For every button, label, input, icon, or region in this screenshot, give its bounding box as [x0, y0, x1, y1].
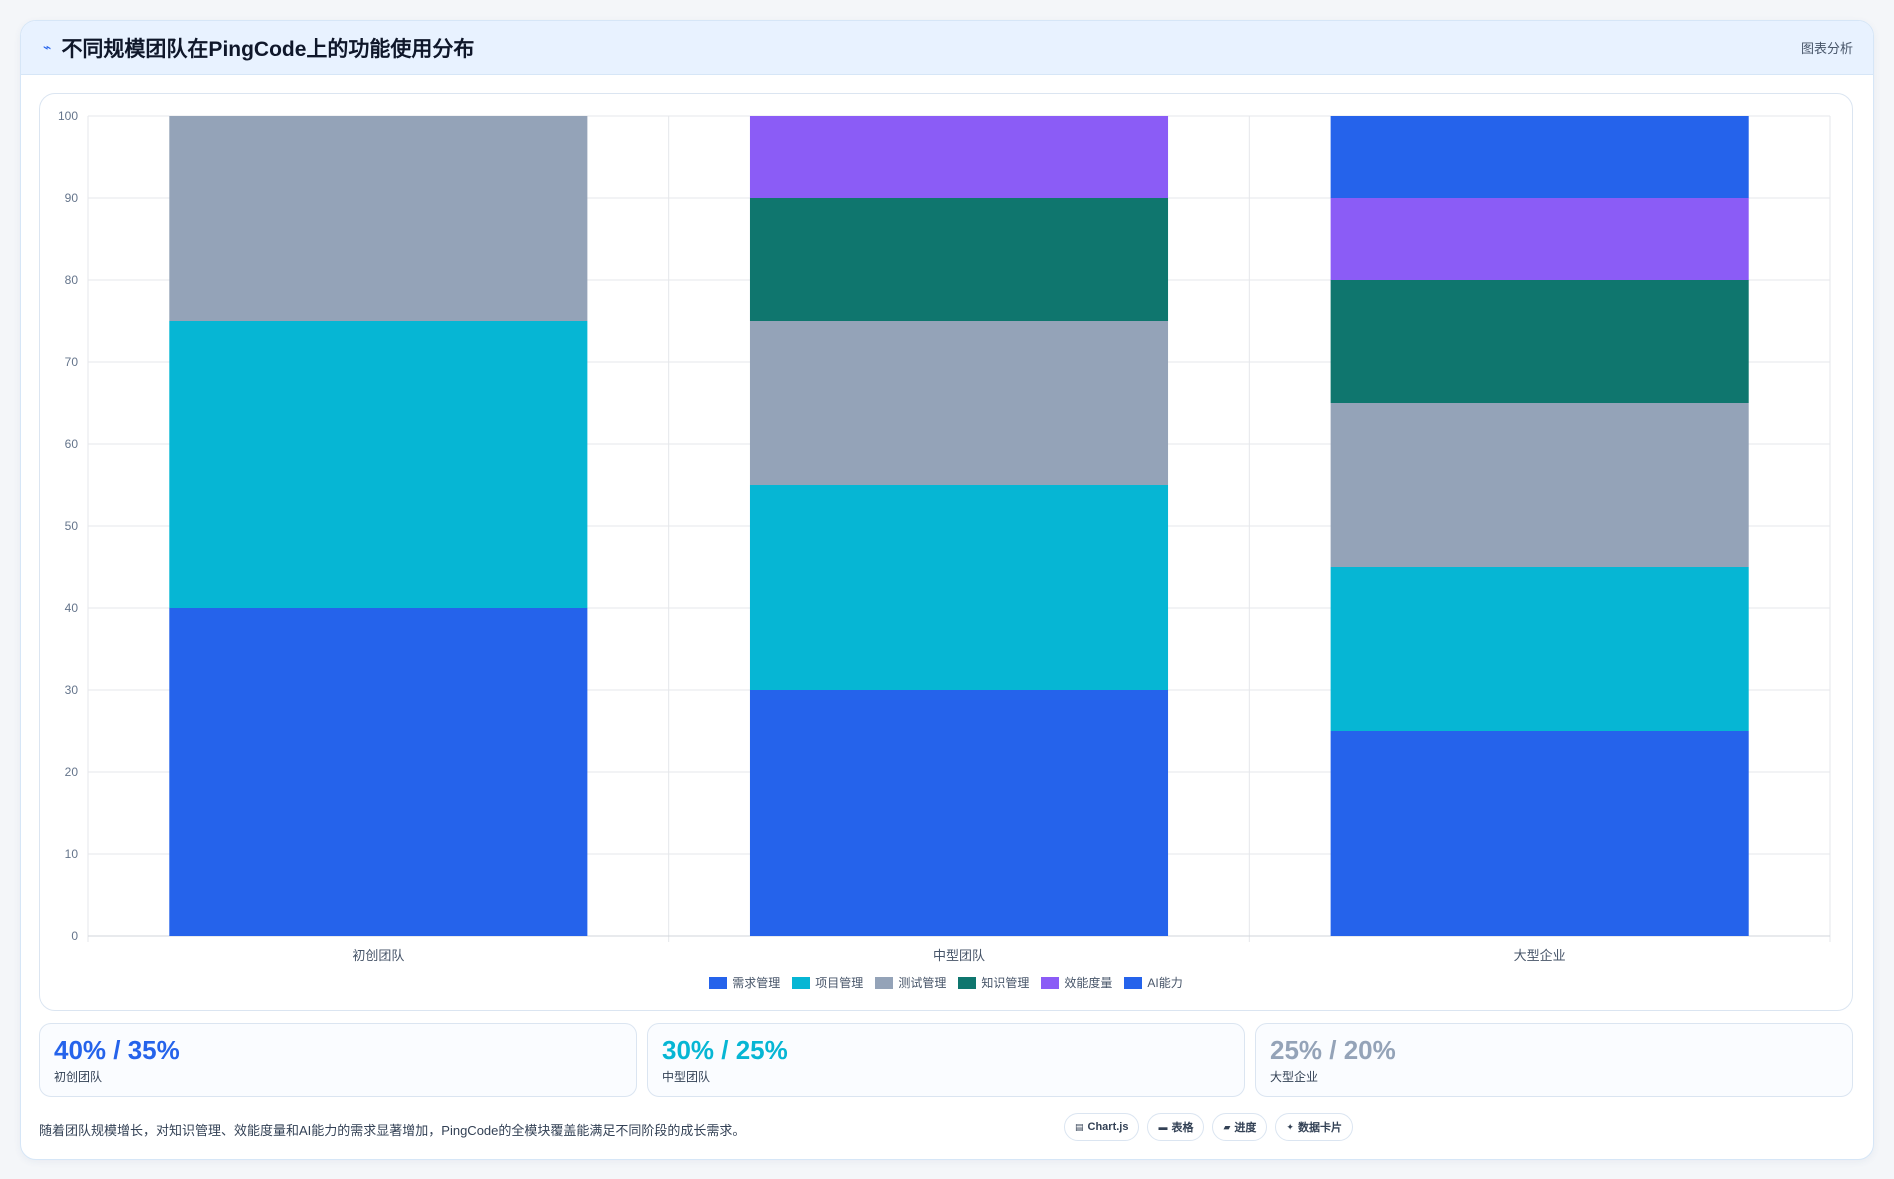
chart-panel: 0 10 20 30 40 50 60 70 80 90 100 初创团队 中型团队 大型企业 需求管理 项…: [39, 93, 1853, 1011]
stat-label: 大型企业: [1270, 1070, 1319, 1084]
stat-value: 25% / 20%: [1270, 1035, 1396, 1065]
pill-label: Chart.js: [1087, 1121, 1129, 1133]
pill-data-card[interactable]: ✦ 数据卡片: [1275, 1113, 1353, 1141]
tag-pills: ▤ Chart.js ▬ 表格 ▰ 进度 ✦ 数据卡片: [1064, 1113, 1353, 1141]
y-tick-label: 90: [65, 191, 79, 205]
stat-label: 初创团队: [54, 1070, 103, 1084]
bar-segment: [1330, 731, 1749, 936]
bar-segment: [1330, 116, 1749, 198]
y-tick-label: 60: [65, 437, 79, 451]
legend-item[interactable]: AI能力: [1124, 974, 1183, 991]
bar-segment: [1330, 403, 1749, 567]
x-tick-label: 初创团队: [352, 948, 404, 963]
bar-segment: [749, 485, 1169, 690]
legend-label: 需求管理: [732, 976, 781, 990]
stacked-bar-chart: 0 10 20 30 40 50 60 70 80 90 100 初创团队 中型团队 大型企业: [58, 109, 1831, 963]
legend-item[interactable]: 知识管理: [958, 974, 1029, 991]
bar-segment: [749, 116, 1169, 198]
legend-swatch: [1041, 976, 1060, 989]
chart-line-icon: ⌁: [43, 39, 52, 55]
legend-label: 项目管理: [815, 976, 864, 990]
legend-label: AI能力: [1147, 976, 1183, 990]
legend-swatch: [792, 976, 811, 989]
bar-segment: [169, 608, 588, 936]
bar-segment: [1330, 280, 1749, 403]
legend-item[interactable]: 项目管理: [792, 974, 863, 991]
card-header: ⌁ 不同规模团队在PingCode上的功能使用分布 图表分析: [21, 21, 1873, 75]
y-tick-label: 50: [65, 519, 79, 533]
legend-label: 测试管理: [898, 976, 947, 990]
pill-chartjs[interactable]: ▤ Chart.js: [1064, 1113, 1140, 1141]
pill-progress[interactable]: ▰ 进度: [1212, 1113, 1268, 1141]
x-tick-label: 中型团队: [933, 948, 985, 963]
stat-value: 30% / 25%: [662, 1035, 788, 1065]
y-tick-label: 30: [65, 683, 79, 697]
y-tick-label: 40: [65, 601, 79, 615]
footer-summary: 随着团队规模增长，对知识管理、效能度量和AI能力的需求显著增加，PingCode…: [39, 1122, 746, 1138]
stat-card-midsize: 30% / 25% 中型团队: [647, 1023, 1245, 1097]
x-tick-label: 大型企业: [1514, 948, 1566, 963]
bar-segment: [749, 198, 1169, 321]
legend-swatch: [1124, 976, 1143, 989]
pill-label: 表格: [1171, 1122, 1194, 1134]
legend-item[interactable]: 效能度量: [1041, 974, 1112, 991]
legend-label: 知识管理: [981, 976, 1030, 990]
bar-segment: [749, 321, 1169, 485]
chart-title: 不同规模团队在PingCode上的功能使用分布: [61, 37, 475, 61]
pill-table[interactable]: ▬ 表格: [1147, 1113, 1205, 1141]
bar-segment: [169, 116, 588, 321]
chart-legend: 需求管理 项目管理 测试管理 知识管理 效能度量 AI能力: [40, 974, 1852, 991]
bar-segment: [1330, 198, 1749, 280]
progress-icon: ▰: [1223, 1121, 1231, 1132]
legend-swatch: [709, 976, 728, 989]
y-tick-label: 20: [65, 765, 79, 779]
table-icon: ▬: [1158, 1122, 1168, 1132]
legend-item[interactable]: 测试管理: [875, 974, 946, 991]
pill-label: 进度: [1234, 1122, 1257, 1134]
chart-analysis-tag: 图表分析: [1800, 41, 1853, 56]
legend-swatch: [875, 976, 894, 989]
y-tick-label: 0: [71, 929, 78, 943]
y-tick-label: 80: [65, 273, 79, 287]
card-icon: ✦: [1286, 1121, 1294, 1132]
bar-segment: [1330, 567, 1749, 731]
stats-row: 40% / 35% 初创团队 30% / 25% 中型团队 25% / 20% …: [39, 1023, 1853, 1097]
y-tick-label: 100: [58, 109, 78, 123]
bar-segment: [749, 690, 1169, 936]
footer: 随着团队规模增长，对知识管理、效能度量和AI能力的需求显著增加，PingCode…: [39, 1111, 1853, 1147]
y-tick-label: 10: [65, 847, 79, 861]
stat-label: 中型团队: [662, 1070, 711, 1084]
chart-icon: ▤: [1075, 1121, 1084, 1132]
stat-card-enterprise: 25% / 20% 大型企业: [1255, 1023, 1853, 1097]
stat-value: 40% / 35%: [54, 1035, 180, 1065]
bar-segment: [169, 321, 588, 608]
stat-card-startup: 40% / 35% 初创团队: [39, 1023, 637, 1097]
legend-swatch: [958, 976, 977, 989]
legend-label: 效能度量: [1064, 976, 1113, 990]
chart-card: ⌁ 不同规模团队在PingCode上的功能使用分布 图表分析 0 10 20 30 40…: [20, 20, 1874, 1160]
pill-label: 数据卡片: [1297, 1122, 1342, 1134]
y-tick-label: 70: [65, 355, 79, 369]
legend-item[interactable]: 需求管理: [709, 974, 780, 991]
